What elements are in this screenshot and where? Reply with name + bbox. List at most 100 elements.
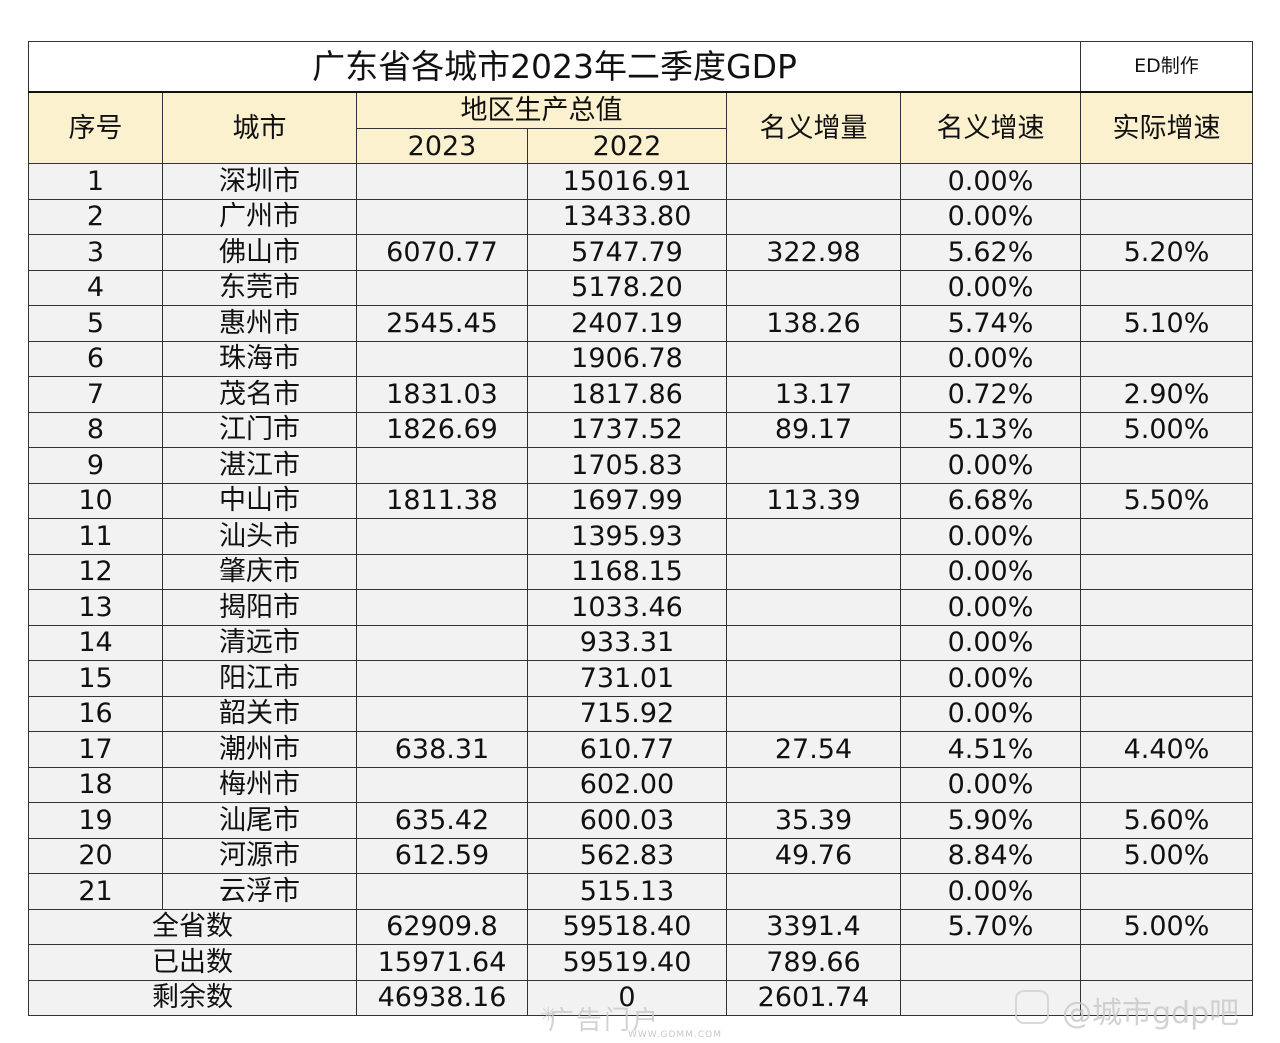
cell-gdp-2023: 46938.16 [356, 979, 528, 1016]
cell-gdp-2022: 5178.20 [527, 269, 727, 306]
cell-real-growth [1080, 589, 1253, 626]
cell-index: 7 [28, 376, 163, 413]
table-row: 7 茂名市 1831.03 1817.86 13.17 0.72% 2.90% [28, 376, 1253, 413]
cell-city: 东莞市 [162, 269, 357, 306]
cell-city: 佛山市 [162, 234, 357, 271]
cell-nominal-growth: 5.62% [900, 234, 1081, 271]
cell-gdp-2022: 1906.78 [527, 340, 727, 377]
cell-gdp-2022: 1033.46 [527, 589, 727, 626]
weibo-logo-icon [1015, 990, 1049, 1024]
cell-real-growth: 2.90% [1080, 376, 1253, 413]
cell-gdp-2022: 610.77 [527, 731, 727, 768]
cell-index: 13 [28, 589, 163, 626]
cell-real-growth [1080, 873, 1253, 910]
table-row: 9 湛江市 1705.83 0.00% [28, 447, 1253, 484]
cell-city: 广州市 [162, 198, 357, 235]
cell-gdp-2023 [356, 624, 528, 661]
cell-city: 惠州市 [162, 305, 357, 342]
cell-nominal-increase [726, 624, 901, 661]
cell-gdp-2022: 1168.15 [527, 553, 727, 590]
cell-gdp-2023 [356, 518, 528, 555]
gdp-table: 广东省各城市2023年二季度GDP ED制作 序号 城市 地区生产总值 名义增量… [28, 41, 1253, 1016]
cell-index: 14 [28, 624, 163, 661]
table-row: 13 揭阳市 1033.46 0.00% [28, 589, 1253, 626]
header-gdp-2022: 2022 [527, 128, 727, 164]
cell-index: 2 [28, 198, 163, 235]
cell-nominal-increase [726, 447, 901, 484]
cell-gdp-2022: 562.83 [527, 837, 727, 874]
cell-gdp-2022: 600.03 [527, 802, 727, 839]
cell-index: 18 [28, 766, 163, 803]
cell-nominal-increase [726, 766, 901, 803]
table-row: 4 东莞市 5178.20 0.00% [28, 269, 1253, 306]
cell-gdp-2023: 62909.8 [356, 908, 528, 945]
cell-real-growth: 5.00% [1080, 837, 1253, 874]
cell-gdp-2022: 59518.40 [527, 908, 727, 945]
header-real-growth: 实际增速 [1080, 91, 1253, 164]
cell-gdp-2023 [356, 447, 528, 484]
cell-city: 茂名市 [162, 376, 357, 413]
cell-gdp-2022: 5747.79 [527, 234, 727, 271]
cell-index: 20 [28, 837, 163, 874]
cell-nominal-growth: 4.51% [900, 731, 1081, 768]
cell-gdp-2022: 1395.93 [527, 518, 727, 555]
cell-nominal-increase: 49.76 [726, 837, 901, 874]
cell-nominal-growth: 0.00% [900, 624, 1081, 661]
cell-nominal-growth: 0.00% [900, 553, 1081, 590]
credit-label: ED制作 [1080, 41, 1253, 93]
cell-nominal-increase [726, 660, 901, 697]
cell-index: 16 [28, 695, 163, 732]
cell-gdp-2022: 13433.80 [527, 198, 727, 235]
cell-index: 9 [28, 447, 163, 484]
cell-gdp-2023 [356, 589, 528, 626]
summary-label: 全省数 [28, 908, 357, 945]
cell-city: 湛江市 [162, 447, 357, 484]
cell-index: 12 [28, 553, 163, 590]
cell-real-growth [1080, 660, 1253, 697]
cell-nominal-increase: 113.39 [726, 482, 901, 519]
cell-city: 云浮市 [162, 873, 357, 910]
table-title: 广东省各城市2023年二季度GDP [28, 41, 1081, 93]
cell-real-growth: 4.40% [1080, 731, 1253, 768]
cell-gdp-2022: 515.13 [527, 873, 727, 910]
cell-gdp-2022: 715.92 [527, 695, 727, 732]
cell-nominal-increase [726, 873, 901, 910]
cell-city: 汕尾市 [162, 802, 357, 839]
cell-gdp-2023: 6070.77 [356, 234, 528, 271]
cell-nominal-increase: 789.66 [726, 944, 901, 981]
header-gdp-group: 地区生产总值 [356, 91, 727, 129]
table-row: 8 江门市 1826.69 1737.52 89.17 5.13% 5.00% [28, 411, 1253, 448]
cell-real-growth [1080, 944, 1253, 981]
table-row: 17 潮州市 638.31 610.77 27.54 4.51% 4.40% [28, 731, 1253, 768]
cell-index: 5 [28, 305, 163, 342]
table-row: 11 汕头市 1395.93 0.00% [28, 518, 1253, 555]
cell-real-growth: 5.10% [1080, 305, 1253, 342]
cell-index: 19 [28, 802, 163, 839]
cell-nominal-growth: 5.74% [900, 305, 1081, 342]
cell-city: 清远市 [162, 624, 357, 661]
cell-real-growth [1080, 269, 1253, 306]
table-row: 1 深圳市 15016.91 0.00% [28, 163, 1253, 200]
cell-gdp-2023 [356, 340, 528, 377]
cell-nominal-increase: 89.17 [726, 411, 901, 448]
cell-index: 10 [28, 482, 163, 519]
cell-nominal-growth: 5.13% [900, 411, 1081, 448]
cell-real-growth [1080, 198, 1253, 235]
cell-index: 6 [28, 340, 163, 377]
cell-nominal-growth: 5.90% [900, 802, 1081, 839]
cell-real-growth [1080, 766, 1253, 803]
cell-index: 1 [28, 163, 163, 200]
cell-nominal-increase [726, 553, 901, 590]
header-nominal-growth: 名义增速 [900, 91, 1081, 164]
cell-gdp-2022: 1697.99 [527, 482, 727, 519]
table-row: 12 肇庆市 1168.15 0.00% [28, 553, 1253, 590]
cell-city: 肇庆市 [162, 553, 357, 590]
table-row: 15 阳江市 731.01 0.00% [28, 660, 1253, 697]
cell-real-growth [1080, 624, 1253, 661]
cell-city: 梅州市 [162, 766, 357, 803]
header-city: 城市 [162, 91, 357, 164]
cell-gdp-2022: 1817.86 [527, 376, 727, 413]
summary-row: 剩余数 46938.16 0 2601.74 [28, 979, 1253, 1016]
table-row: 10 中山市 1811.38 1697.99 113.39 6.68% 5.50% [28, 482, 1253, 519]
cell-real-growth [1080, 695, 1253, 732]
